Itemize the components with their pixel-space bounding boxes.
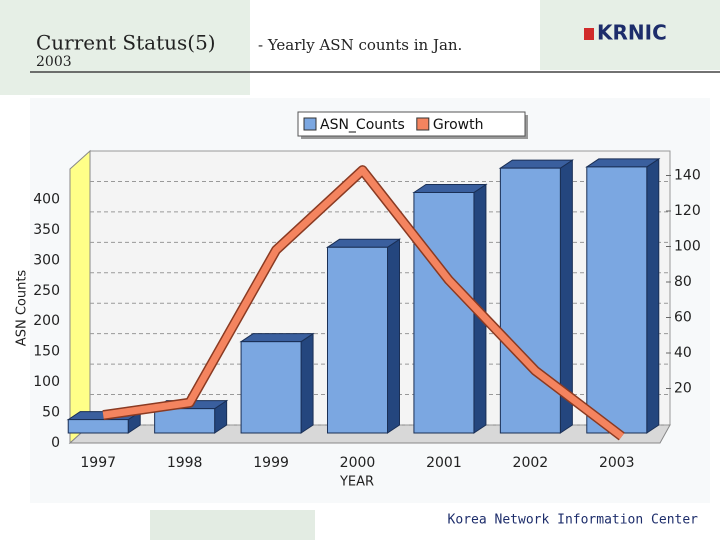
y-tick-label: 300 [33, 252, 60, 268]
bar-side [646, 157, 660, 434]
line [102, 166, 624, 440]
bar [154, 408, 216, 434]
x-tick-label: 2001 [426, 455, 462, 471]
y2-tick-label: 140 [674, 168, 701, 184]
x-tick-label: 1999 [253, 455, 289, 471]
bar [67, 419, 129, 434]
x-tick-label: 1998 [167, 455, 203, 471]
y-tick-label: 100 [33, 374, 60, 390]
y-tick-label: 350 [33, 222, 60, 238]
x-axis-label: YEAR [339, 475, 374, 490]
y2-tick-label: 60 [674, 310, 692, 326]
legend-box [297, 111, 526, 137]
year: 2003 [36, 54, 72, 70]
logo-decoration [540, 0, 720, 70]
bar-top [585, 158, 661, 168]
bar-top [325, 238, 402, 248]
y2-tick-label: 100 [674, 239, 701, 255]
bar-side [387, 238, 400, 434]
bar-top [412, 183, 488, 193]
y-tick-label: 250 [33, 283, 60, 299]
bar-top [498, 159, 575, 169]
y-tick-label: 150 [33, 344, 60, 360]
legend-swatch [303, 117, 317, 131]
footer: Korea Network Information Center [448, 513, 699, 528]
side-wall [69, 149, 91, 445]
subtitle: - Yearly ASN counts in Jan. [258, 36, 462, 54]
y2-tick-label: 20 [674, 381, 692, 397]
x-tick-label: 2002 [513, 455, 549, 471]
chart: 0 50 100 150 200 250 300 350 400 20 40 60 80 100 120 14… [15, 111, 701, 490]
x-tick-label: 2000 [340, 455, 376, 471]
y-tick-label: 50 [42, 405, 60, 421]
bar [586, 166, 648, 434]
y-tick-label: 200 [33, 313, 60, 329]
y2-tick-label: 120 [674, 203, 701, 219]
y-tick-label: 0 [51, 435, 60, 451]
x-tick-label: 2003 [599, 455, 635, 471]
logo-mark [584, 28, 594, 40]
legend-swatch [416, 117, 430, 131]
header-decoration [0, 0, 250, 95]
legend-label: ASN_Counts [320, 117, 405, 133]
y-tick-label: 400 [33, 191, 60, 207]
x-tick-label: 1997 [80, 455, 116, 471]
bar [327, 246, 388, 434]
bar [413, 191, 475, 434]
bar-side [300, 332, 314, 434]
y2-tick-label: 80 [674, 274, 692, 290]
title: Current Status(5) [36, 31, 216, 55]
legend-label: Growth [433, 117, 484, 133]
y2-tick-label: 40 [674, 345, 692, 361]
footer-decoration [150, 510, 315, 540]
bar [240, 341, 302, 434]
bar [499, 167, 561, 434]
bar-top [239, 333, 315, 343]
logo: KRNIC [597, 21, 667, 45]
y-axis-label: ASN Counts [15, 270, 30, 347]
